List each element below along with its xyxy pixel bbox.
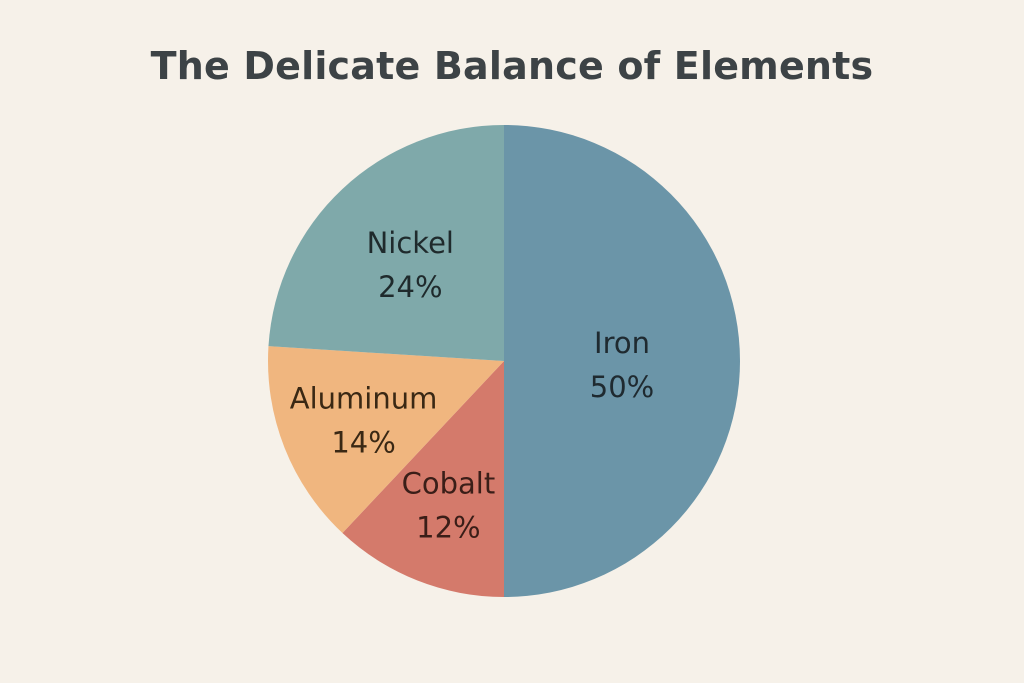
slice-value-aluminum: 14%: [331, 426, 395, 460]
chart-title: The Delicate Balance of Elements: [150, 44, 874, 88]
pie-slice-iron: [504, 125, 740, 597]
slice-value-nickel: 24%: [378, 270, 442, 304]
pie-slice-aluminum: [268, 346, 504, 534]
slice-label-aluminum: Aluminum: [290, 382, 438, 416]
slice-label-cobalt: Cobalt: [402, 466, 496, 500]
pie-slice-cobalt: [342, 361, 504, 597]
slice-label-nickel: Nickel: [367, 226, 454, 260]
slice-label-iron: Iron: [594, 326, 650, 360]
slice-value-iron: 50%: [590, 370, 654, 404]
slice-value-cobalt: 12%: [416, 510, 480, 544]
pie-slice-nickel: [268, 125, 504, 361]
